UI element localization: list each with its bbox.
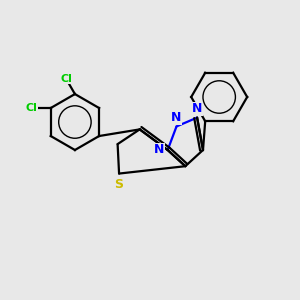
Text: N: N bbox=[154, 143, 164, 157]
Text: N: N bbox=[192, 102, 202, 115]
Text: Cl: Cl bbox=[60, 74, 72, 84]
Text: S: S bbox=[115, 178, 124, 191]
Text: Cl: Cl bbox=[26, 103, 38, 113]
Text: N: N bbox=[171, 111, 182, 124]
